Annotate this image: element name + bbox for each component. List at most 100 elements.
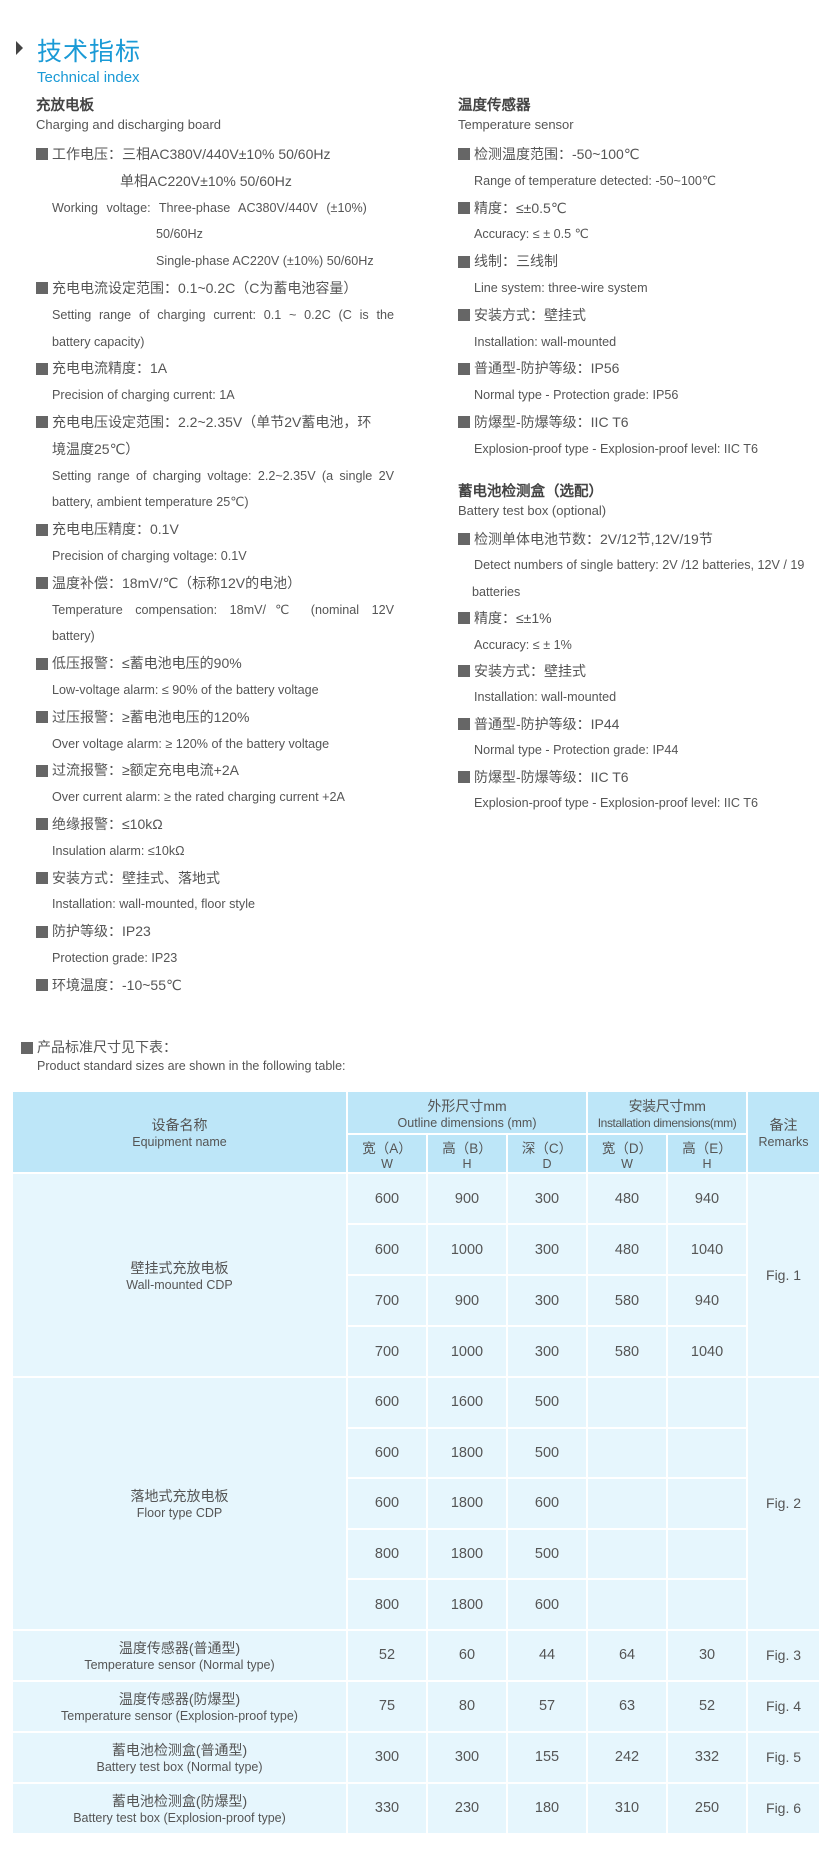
text: Outline dimensions (mm) <box>397 1115 537 1130</box>
spec-item: 普通型-防护等级：IP56 <box>458 355 828 382</box>
spec-item: 充电电压精度：0.1V <box>36 516 394 543</box>
dimension-cell: 64 <box>586 1628 669 1682</box>
dimension-cell <box>586 1527 669 1581</box>
spec-item-en: battery, ambient temperature 25℃) <box>52 495 249 510</box>
dimension-cell: 1000 <box>426 1223 508 1276</box>
dimension-cell: 940 <box>666 1172 749 1225</box>
battery-test-box-section: 蓄电池检测盒（选配） Battery test box (optional) 检… <box>458 483 828 816</box>
dimension-cell: 1040 <box>666 1325 749 1378</box>
spec-item-en: Over current alarm: ≥ the rated charging… <box>52 790 345 805</box>
spec-item-en: battery) <box>52 629 95 644</box>
dimension-cell: 60 <box>426 1628 508 1682</box>
bullet-square-icon <box>36 577 48 590</box>
equipment-name: 温度传感器(普通型) Temperature sensor (Normal typ… <box>11 1628 348 1682</box>
table-row: 600 1800 500 <box>12 1426 820 1480</box>
spec-item-en: Line system: three-wire system <box>474 280 648 295</box>
header-equipment-name: 设备名称 Equipment name <box>11 1090 348 1174</box>
spec-item-cn: 安装方式：壁挂式 <box>474 663 586 680</box>
spec-item-cn: 精度：≤±0.5℃ <box>474 199 567 216</box>
bullet-square-icon <box>36 925 48 938</box>
text: 安装尺寸mm <box>628 1097 706 1114</box>
text: Equipment name <box>132 1135 227 1149</box>
dimension-cell: 500 <box>505 1376 589 1429</box>
equipment-name-en: Wall-mounted CDP <box>126 1278 233 1292</box>
spec-item-en: Range of temperature detected: -50~100℃ <box>474 173 717 188</box>
spec-item-cn: 防爆型-防爆等级：IIC T6 <box>474 768 629 785</box>
spec-item-en: Installation: wall-mounted <box>474 690 617 705</box>
remarks-cell: Fig. 3 <box>746 1628 822 1682</box>
bullet-square-icon <box>458 612 470 625</box>
spec-item: 防爆型-防爆等级：IIC T6 <box>458 764 828 790</box>
section-title-cn: 温度传感器 <box>458 98 531 114</box>
section-title-en: Charging and discharging board <box>36 117 222 132</box>
spec-item-en: Protection grade: IP23 <box>52 950 178 965</box>
equipment-name-en: Temperature sensor (Normal type) <box>84 1658 275 1673</box>
spec-item-en: Single-phase AC220V (±10%) 50/60Hz <box>156 254 374 269</box>
spec-item-cn: 普通型-防护等级：IP56 <box>474 360 620 377</box>
spec-item: 过流报警：≥额定充电电流+2A <box>36 757 394 784</box>
header-dimension-cn: 宽（A） <box>362 1140 412 1156</box>
dimension-cell <box>666 1578 749 1631</box>
text: 外形尺寸mm <box>427 1097 507 1114</box>
spec-item-en: Over voltage alarm: ≥ 120% of the batter… <box>52 736 330 751</box>
dimension-cell: 800 <box>346 1578 428 1631</box>
header-dimension-en: D <box>542 1156 552 1171</box>
dimension-cell: 300 <box>505 1274 589 1327</box>
spec-item: 环境温度：-10~55℃ <box>36 972 394 999</box>
dimension-cell: 940 <box>666 1274 749 1327</box>
dimension-cell: 600 <box>346 1477 428 1530</box>
dimension-cell: 30 <box>666 1628 749 1682</box>
spec-item-cn-cont: 境温度25℃） <box>52 440 140 457</box>
equipment-name: 蓄电池检测盒(防爆型) Battery test box (Explosion-p… <box>11 1781 348 1835</box>
dimension-cell: 300 <box>346 1730 428 1784</box>
bullet-square-icon <box>36 282 48 295</box>
spec-item-cn: 温度补偿：18mV/℃（标称12V的电池） <box>52 574 302 591</box>
sizes-intro-en: Product standard sizes are shown in the … <box>37 1059 346 1073</box>
spec-item-cn: 精度：≤±1% <box>474 610 552 627</box>
spec-item-en: Detect numbers of single battery: 2V /12… <box>474 558 805 573</box>
spec-item: 线制：三线制 <box>458 248 828 275</box>
header-dimension-en: H <box>462 1156 472 1171</box>
spec-item-en: Temperature compensation: 18mV/℃ (nomina… <box>52 602 394 617</box>
dimension-cell: 300 <box>505 1172 589 1225</box>
spec-item: 工作电压：三相AC380V/440V±10% 50/60Hz <box>36 141 394 168</box>
dimension-cell: 75 <box>346 1679 428 1733</box>
spec-item-cn: 绝缘报警：≤10kΩ <box>52 815 163 832</box>
dimension-cell <box>666 1376 749 1429</box>
remarks-cell: Fig. 4 <box>746 1679 822 1733</box>
header-installation-dimensions: 安装尺寸mm Installation dimensions(mm) <box>586 1090 749 1135</box>
bullet-square-icon <box>36 764 48 777</box>
dimension-cell <box>586 1376 669 1429</box>
spec-item-en: 50/60Hz <box>156 227 203 242</box>
dimension-cell: 480 <box>586 1223 669 1276</box>
dimension-cell: 900 <box>426 1274 508 1327</box>
dimension-cell: 52 <box>666 1679 749 1733</box>
dimension-cell: 600 <box>346 1223 428 1276</box>
bullet-square-icon <box>458 309 470 322</box>
table-row: 700 900 300 580 940 <box>12 1274 820 1327</box>
dimension-cell <box>586 1578 669 1631</box>
temperature-sensor-section: 温度传感器 Temperature sensor 检测温度范围：-50~100℃… <box>458 97 828 463</box>
bullet-square-icon <box>458 255 470 268</box>
bullet-square-icon <box>36 362 48 375</box>
spec-item-cn: 线制：三线制 <box>474 253 558 270</box>
spec-item-en: Normal type - Protection grade: IP44 <box>474 743 679 758</box>
spec-item-cn: 防爆型-防爆等级：IIC T6 <box>474 413 629 430</box>
dimension-cell: 1800 <box>426 1578 508 1631</box>
table-row: 壁挂式充放电板 Wall-mounted CDP 600 900 300 480 940 Fi… <box>11 1172 822 1378</box>
equipment-name-cn: 落地式充放电板 <box>130 1488 229 1505</box>
dimension-cell: 230 <box>426 1781 508 1835</box>
remarks-cell: Fig. 1 <box>746 1172 822 1378</box>
dimension-cell: 1800 <box>426 1527 508 1581</box>
dimension-cell: 332 <box>666 1730 749 1784</box>
spec-item-cn: 充电电压设定范围：2.2~2.35V（单节2V蓄电池，环 <box>52 413 372 430</box>
spec-item-cn: 工作电压：三相AC380V/440V±10% 50/60Hz <box>52 146 331 162</box>
bullet-square-icon <box>458 201 470 214</box>
table-row: 600 1000 300 480 1040 <box>12 1223 820 1276</box>
spec-item: 绝缘报警：≤10kΩ <box>36 811 394 838</box>
remarks-cell: Fig. 6 <box>746 1781 822 1835</box>
table-row: 温度传感器(普通型) Temperature sensor (Normal typ… <box>11 1628 822 1682</box>
spec-item: 检测温度范围：-50~100℃ <box>458 141 828 168</box>
dimension-cell: 180 <box>505 1781 589 1835</box>
dimension-cell: 300 <box>426 1730 508 1784</box>
